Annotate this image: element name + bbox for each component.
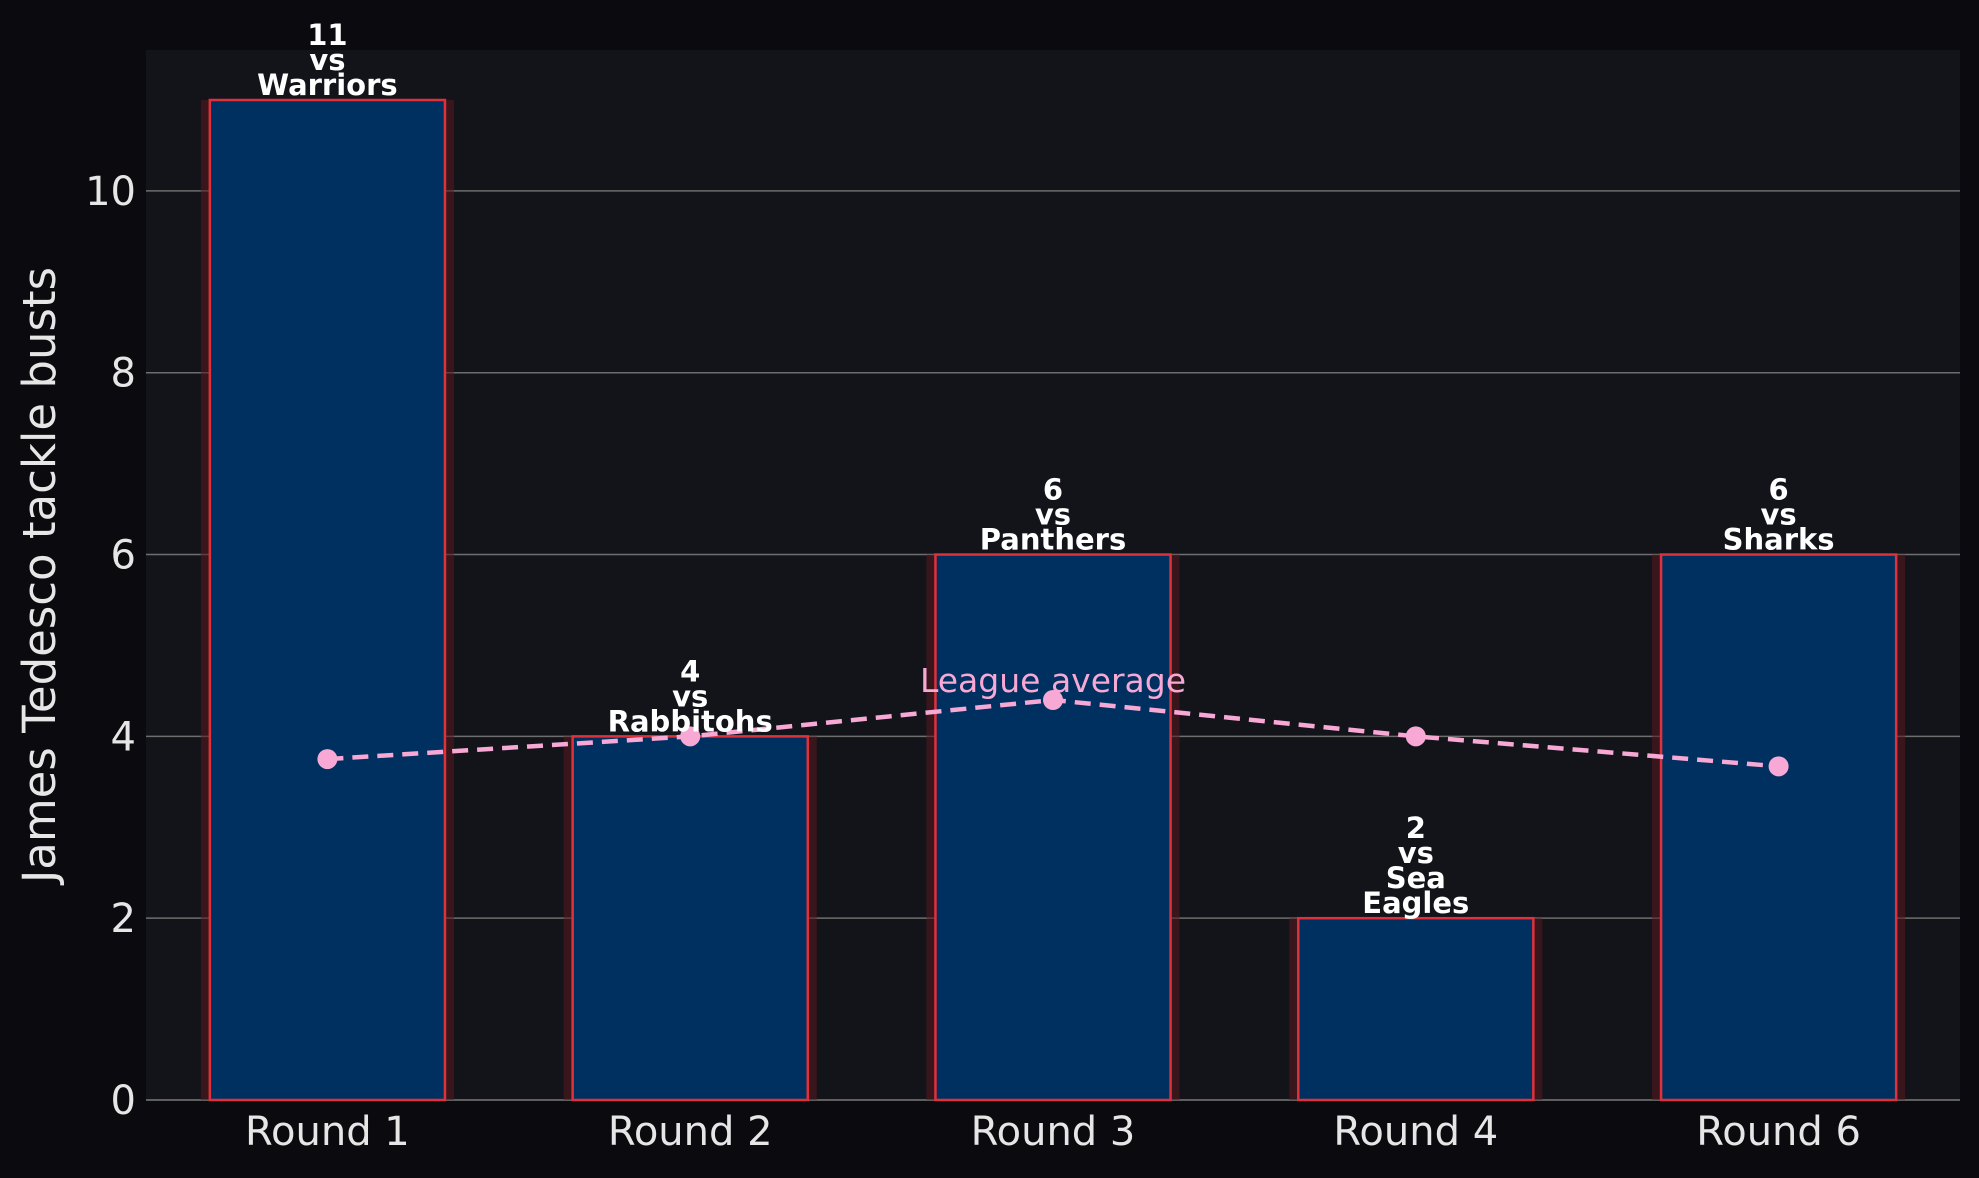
y-ticks: 0 2 4 6 8 10 xyxy=(85,169,136,1124)
y-tick-label: 10 xyxy=(85,169,136,215)
league-average-point xyxy=(680,726,701,747)
bar-annotations: 11vsWarriors4vsRabbitohs6vsPanthers2vsSe… xyxy=(257,18,1834,920)
bar-annotation: 6 xyxy=(1043,473,1063,507)
bar xyxy=(1659,553,1898,1102)
x-tick-label: Round 4 xyxy=(1333,1109,1498,1155)
y-tick-label: 8 xyxy=(111,351,136,397)
bar-annotation: vs xyxy=(672,679,708,713)
bar xyxy=(571,735,809,1102)
bar-annotation: 11 xyxy=(307,18,347,52)
y-axis-label: James Tedesco tackle busts xyxy=(13,267,66,886)
league-average-point xyxy=(1405,726,1426,747)
bar-annotation: 4 xyxy=(680,654,700,688)
x-tick-label: Round 2 xyxy=(608,1109,773,1155)
bar-annotation: Sea xyxy=(1386,861,1446,895)
x-tick-label: Round 1 xyxy=(245,1109,410,1155)
bar-annotation: Warriors xyxy=(257,68,398,102)
x-tick-label: Round 6 xyxy=(1696,1109,1861,1155)
y-tick-label: 0 xyxy=(111,1078,136,1124)
bars xyxy=(200,98,1906,1102)
y-tick-label: 4 xyxy=(111,714,136,760)
bar-annotation: Panthers xyxy=(980,523,1126,557)
bar-annotation: Sharks xyxy=(1723,523,1835,557)
y-tick-label: 2 xyxy=(111,896,136,942)
bar-annotation: vs xyxy=(1398,836,1434,870)
bar-annotation: vs xyxy=(1761,498,1797,532)
bar-annotation: vs xyxy=(309,43,345,77)
bar xyxy=(1297,916,1535,1102)
y-tick-label: 6 xyxy=(111,533,136,579)
bar-annotation: 2 xyxy=(1406,811,1426,845)
league-average-point xyxy=(1043,690,1063,710)
league-average-point xyxy=(317,749,338,770)
bar xyxy=(208,98,447,1102)
x-ticks: Round 1 Round 2 Round 3 Round 4 Round 6 xyxy=(245,1109,1861,1155)
bar-annotation: Rabbitohs xyxy=(608,704,773,738)
bar-annotation: Eagles xyxy=(1362,886,1469,920)
league-average-series xyxy=(317,690,1789,777)
bar xyxy=(934,553,1172,1102)
league-average-point xyxy=(1768,756,1789,777)
league-average-label: League average xyxy=(920,661,1186,700)
x-tick-label: Round 3 xyxy=(971,1109,1136,1155)
bar-annotation: vs xyxy=(1035,498,1071,532)
bar-annotation: 6 xyxy=(1769,473,1789,507)
